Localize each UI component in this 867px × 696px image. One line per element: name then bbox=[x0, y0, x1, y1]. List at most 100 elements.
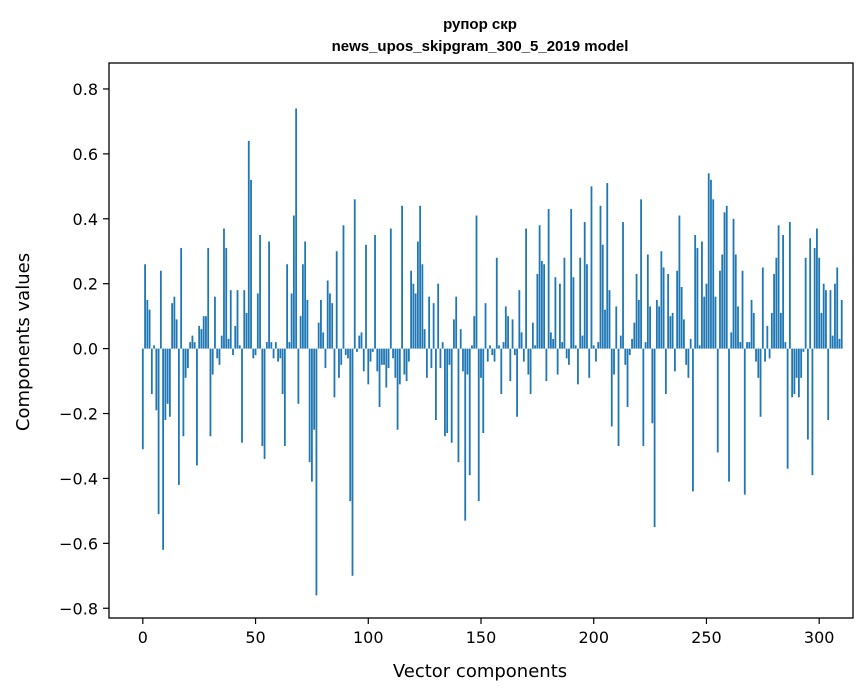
bar-70 bbox=[299, 316, 302, 349]
bar-246 bbox=[696, 248, 699, 349]
x-tick-label-200: 200 bbox=[578, 628, 609, 647]
bar-180 bbox=[547, 209, 550, 349]
bar-219 bbox=[635, 273, 638, 349]
y-tick-label-3: −0.2 bbox=[59, 405, 98, 424]
bar-21 bbox=[189, 342, 192, 349]
bar-140 bbox=[457, 348, 460, 463]
bar-10 bbox=[164, 348, 167, 421]
bar-198 bbox=[588, 348, 591, 378]
bar-67 bbox=[292, 215, 295, 349]
bar-119 bbox=[410, 270, 413, 349]
bar-98 bbox=[362, 348, 365, 372]
x-tick-label-50: 50 bbox=[245, 628, 265, 647]
bar-83 bbox=[329, 293, 331, 349]
bar-299 bbox=[816, 228, 818, 349]
bar-9 bbox=[162, 348, 165, 550]
bar-176 bbox=[538, 225, 541, 349]
bar-92 bbox=[349, 348, 352, 502]
bar-262 bbox=[732, 218, 735, 349]
bar-271 bbox=[752, 312, 755, 349]
bar-207 bbox=[608, 290, 611, 349]
bar-41 bbox=[234, 325, 237, 349]
bar-292 bbox=[800, 348, 803, 378]
bar-268 bbox=[746, 342, 748, 349]
bar-174 bbox=[534, 345, 537, 349]
bar-114 bbox=[398, 348, 401, 385]
bar-284 bbox=[782, 235, 785, 349]
bar-228 bbox=[655, 299, 658, 349]
bar-267 bbox=[743, 348, 746, 495]
bar-37 bbox=[225, 248, 228, 349]
bar-304 bbox=[827, 348, 830, 421]
bar-249 bbox=[703, 296, 706, 349]
bar-150 bbox=[480, 348, 482, 378]
bar-195 bbox=[581, 335, 584, 349]
bar-106 bbox=[380, 348, 383, 365]
bar-241 bbox=[685, 348, 688, 365]
bar-159 bbox=[500, 348, 503, 395]
bar-63 bbox=[283, 348, 286, 446]
bar-120 bbox=[412, 283, 415, 349]
bar-251 bbox=[707, 173, 710, 349]
x-tick-label-100: 100 bbox=[353, 628, 384, 647]
bar-102 bbox=[371, 348, 374, 352]
bar-170 bbox=[525, 228, 527, 349]
bar-11 bbox=[166, 348, 169, 404]
bar-134 bbox=[444, 348, 446, 437]
bar-7 bbox=[157, 348, 160, 515]
chart-title-line1: рупор скр bbox=[443, 16, 517, 33]
bar-191 bbox=[572, 277, 575, 349]
bar-230 bbox=[660, 251, 663, 349]
bar-36 bbox=[223, 228, 225, 349]
bar-296 bbox=[809, 238, 812, 349]
bar-209 bbox=[613, 348, 615, 375]
bar-277 bbox=[766, 325, 769, 349]
bar-199 bbox=[590, 186, 593, 349]
bar-136 bbox=[448, 348, 451, 365]
bar-100 bbox=[367, 348, 370, 385]
bar-269 bbox=[748, 342, 751, 349]
bar-137 bbox=[450, 348, 453, 443]
bar-14 bbox=[173, 296, 176, 349]
bar-258 bbox=[723, 212, 726, 349]
bar-156 bbox=[493, 348, 496, 362]
bar-160 bbox=[502, 342, 505, 349]
bar-45 bbox=[243, 290, 246, 349]
bar-204 bbox=[601, 244, 604, 349]
bar-69 bbox=[297, 348, 300, 404]
bar-130 bbox=[435, 348, 437, 421]
bar-225 bbox=[649, 306, 651, 349]
bar-158 bbox=[498, 345, 500, 349]
bar-298 bbox=[813, 248, 816, 349]
bar-266 bbox=[741, 270, 744, 349]
bar-187 bbox=[563, 257, 566, 349]
bar-81 bbox=[324, 348, 327, 369]
bar-12 bbox=[168, 348, 171, 417]
bar-73 bbox=[306, 299, 309, 349]
x-axis-label: Vector components bbox=[393, 661, 567, 682]
y-tick-label-6: 0.4 bbox=[73, 210, 98, 229]
bar-261 bbox=[730, 332, 733, 349]
bar-282 bbox=[777, 225, 780, 349]
bar-197 bbox=[586, 264, 588, 349]
bar-123 bbox=[419, 205, 422, 349]
bar-257 bbox=[721, 254, 724, 349]
bar-77 bbox=[315, 348, 318, 596]
bar-51 bbox=[256, 293, 259, 349]
bar-247 bbox=[698, 345, 701, 349]
bar-32 bbox=[214, 296, 216, 349]
bar-143 bbox=[464, 348, 467, 521]
bar-93 bbox=[351, 348, 354, 576]
bar-194 bbox=[579, 257, 582, 349]
bar-270 bbox=[750, 299, 753, 349]
bar-40 bbox=[232, 348, 234, 356]
y-tick-label-8: 0.8 bbox=[73, 80, 98, 99]
y-tick-label-0: −0.8 bbox=[59, 599, 98, 618]
bar-252 bbox=[710, 179, 712, 349]
bar-57 bbox=[270, 342, 273, 349]
bar-152 bbox=[484, 303, 487, 349]
bar-248 bbox=[701, 241, 703, 349]
bar-6 bbox=[155, 348, 158, 411]
bar-300 bbox=[818, 257, 821, 349]
